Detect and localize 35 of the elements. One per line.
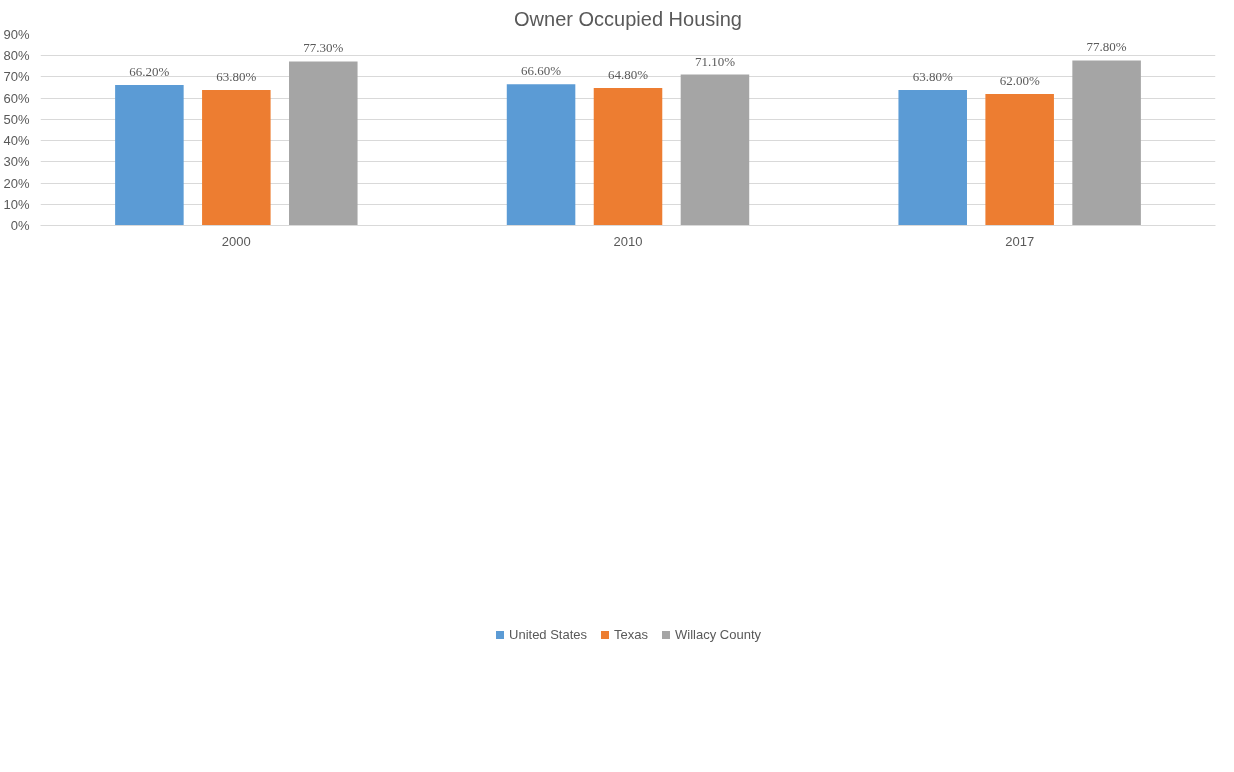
chart-title: Owner Occupied Housing	[514, 7, 742, 30]
bar	[1072, 60, 1141, 226]
x-tick-label: 2000	[221, 233, 251, 249]
y-tick-label: 90%	[3, 27, 30, 42]
bar	[289, 61, 358, 226]
data-label: 66.60%	[521, 63, 562, 79]
data-label: 62.00%	[999, 72, 1040, 88]
bar	[506, 84, 576, 226]
bar	[202, 90, 271, 226]
y-tick-label: 20%	[3, 175, 30, 191]
bar	[985, 93, 1054, 226]
data-label: 77.30%	[303, 40, 344, 56]
bar	[115, 85, 184, 226]
legend-label: United States	[509, 626, 588, 642]
x-tick-label: 2010	[613, 233, 643, 249]
data-label: 71.10%	[694, 53, 736, 69]
bar	[898, 90, 967, 226]
data-label: 63.80%	[912, 69, 953, 85]
data-label: 77.80%	[1086, 39, 1127, 55]
bar	[680, 74, 750, 226]
y-tick-label: 70%	[3, 69, 30, 85]
data-label: 63.80%	[216, 69, 257, 85]
legend-label: Texas	[614, 626, 649, 642]
data-label: 64.80%	[607, 66, 649, 82]
y-tick-label: 80%	[3, 48, 30, 64]
x-tick-label: 2017	[1005, 233, 1035, 249]
y-tick-label: 0%	[10, 218, 30, 233]
bar	[593, 87, 663, 226]
y-tick-label: 60%	[3, 90, 30, 106]
y-tick-label: 40%	[3, 133, 30, 149]
data-label: 66.20%	[129, 64, 170, 80]
y-tick-label: 50%	[3, 111, 30, 127]
y-tick-label: 10%	[3, 196, 30, 212]
y-tick-label: 30%	[3, 154, 30, 170]
legend-label: Willacy County	[675, 626, 761, 642]
